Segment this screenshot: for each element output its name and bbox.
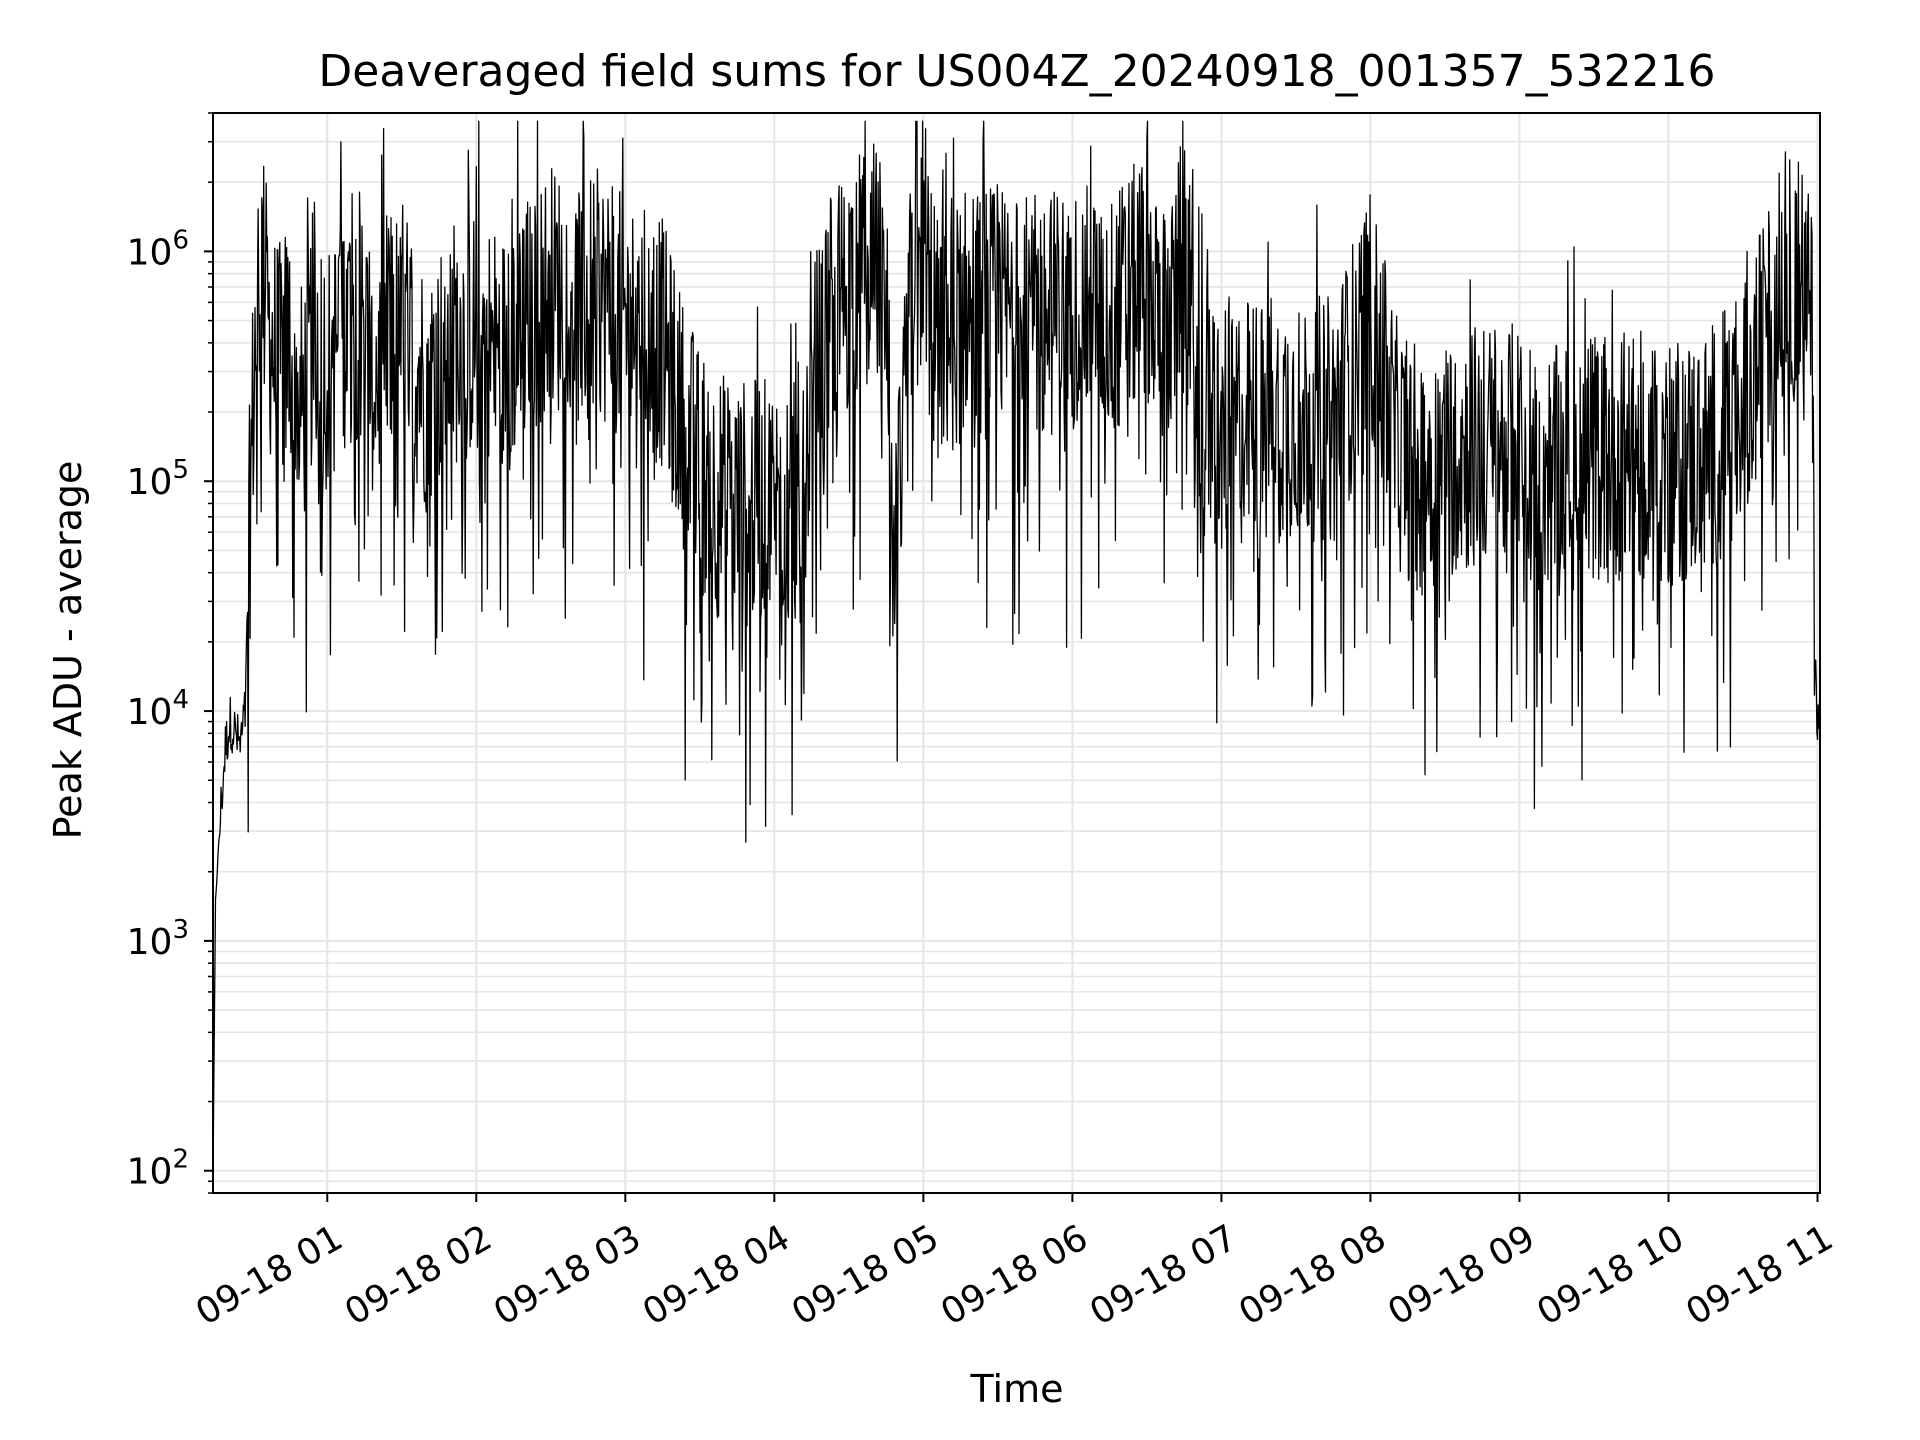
y-tick-label: 106 xyxy=(127,225,189,273)
series-line xyxy=(212,120,1821,1184)
y-tick-label: 104 xyxy=(127,685,189,733)
y-tick-label: 102 xyxy=(127,1145,189,1193)
y-axis-label: Peak ADU - average xyxy=(46,461,90,840)
y-tick-label: 105 xyxy=(127,455,189,503)
plot-frame xyxy=(212,112,1821,1194)
y-tick-label: 103 xyxy=(127,915,189,963)
chart-title: Deaveraged field sums for US004Z_2024091… xyxy=(318,46,1715,97)
x-axis-label: Time xyxy=(970,1367,1064,1411)
